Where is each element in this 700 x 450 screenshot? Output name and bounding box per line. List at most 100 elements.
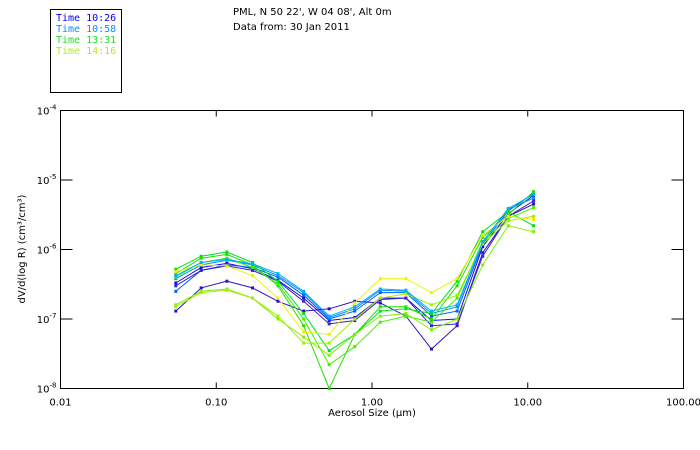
data-point: [327, 307, 331, 311]
data-point: [251, 262, 255, 266]
y-tick-label: 10-6: [37, 243, 57, 257]
data-point: [251, 274, 255, 278]
data-point: [532, 214, 536, 218]
data-point: [404, 311, 408, 315]
data-point: [327, 363, 331, 367]
station-info: PML, N 50 22', W 04 08', Alt 0m: [233, 7, 392, 18]
data-point: [404, 296, 408, 300]
data-point: [481, 240, 485, 244]
data-point: [378, 298, 382, 302]
data-point: [404, 307, 408, 311]
data-point: [327, 387, 331, 390]
data-point: [302, 324, 306, 328]
series-8: [174, 224, 536, 357]
data-point: [378, 277, 382, 281]
legend-item-2: Time 13:31: [56, 35, 116, 46]
data-point: [429, 319, 433, 323]
data-point: [174, 272, 178, 276]
data-point: [481, 233, 485, 237]
data-point: [276, 299, 280, 303]
data-point: [455, 279, 459, 283]
series-line: [175, 203, 534, 350]
data-point: [455, 309, 459, 313]
x-tick-label: 1.00: [361, 398, 383, 409]
y-tick-label: 10-4: [37, 104, 57, 118]
data-point: [481, 251, 485, 255]
data-point: [276, 279, 280, 283]
data-point: [199, 254, 203, 258]
series-7: [174, 206, 536, 367]
data-point: [174, 305, 178, 309]
data-point: [429, 311, 433, 315]
data-point: [506, 206, 510, 210]
data-point: [276, 282, 280, 286]
data-point: [353, 345, 357, 349]
data-point: [199, 286, 203, 290]
data-point: [378, 320, 382, 324]
data-point: [327, 314, 331, 318]
data-point: [251, 286, 255, 290]
data-point: [404, 277, 408, 281]
data-point: [481, 245, 485, 249]
data-point: [276, 284, 280, 288]
x-axis-label: Aerosol Size (µm): [328, 408, 416, 419]
legend-item-1: Time 10:58: [56, 24, 116, 35]
data-point: [532, 206, 536, 210]
y-tick-label: 10-7: [37, 312, 57, 326]
data-point: [532, 192, 536, 196]
data-point: [532, 199, 536, 203]
data-point: [302, 311, 306, 315]
series-line: [175, 197, 534, 319]
data-point: [455, 322, 459, 326]
data-point: [225, 288, 229, 292]
series-line: [175, 215, 534, 344]
series-10: [174, 214, 536, 336]
data-point: [276, 314, 280, 318]
data-point: [353, 307, 357, 311]
data-point: [353, 317, 357, 321]
data-point: [174, 284, 178, 288]
data-point: [455, 293, 459, 297]
data-point: [455, 296, 459, 300]
data-point: [532, 196, 536, 200]
data-point: [276, 317, 280, 321]
data-point: [199, 268, 203, 272]
data-point: [302, 293, 306, 297]
data-point: [327, 319, 331, 323]
x-tick-label: 10.00: [513, 398, 542, 409]
data-point: [429, 317, 433, 321]
data-point: [327, 322, 331, 326]
data-point: [174, 270, 178, 274]
data-point: [378, 309, 382, 313]
data-point: [174, 277, 178, 281]
data-point: [506, 212, 510, 216]
data-point: [353, 301, 357, 305]
data-point: [302, 296, 306, 300]
data-point: [455, 277, 459, 281]
data-point: [251, 296, 255, 300]
data-point: [532, 224, 536, 228]
data-point: [302, 317, 306, 321]
y-tick-label: 10-5: [37, 173, 57, 187]
data-point: [429, 347, 433, 351]
data-point: [455, 324, 459, 328]
data-point: [353, 299, 357, 303]
data-point: [327, 341, 331, 345]
data-point: [276, 274, 280, 278]
data-point: [455, 284, 459, 288]
data-point: [174, 309, 178, 313]
data-point: [378, 305, 382, 309]
series-line: [175, 211, 534, 352]
legend-item-0: Time 10:26: [56, 13, 116, 24]
data-point: [506, 210, 510, 214]
data-date: Data from: 30 Jan 2011: [233, 22, 350, 33]
data-point: [302, 330, 306, 334]
y-axis-label: dV/d(log R) (cm³/cm³): [17, 194, 28, 303]
data-point: [199, 263, 203, 267]
series-line: [175, 207, 534, 366]
data-point: [404, 288, 408, 292]
data-point: [302, 289, 306, 293]
data-point: [225, 264, 229, 268]
legend-item-3: Time 14:16: [56, 46, 116, 57]
legend-box: Time 10:26 Time 10:58 Time 13:31 Time 14…: [50, 9, 122, 93]
